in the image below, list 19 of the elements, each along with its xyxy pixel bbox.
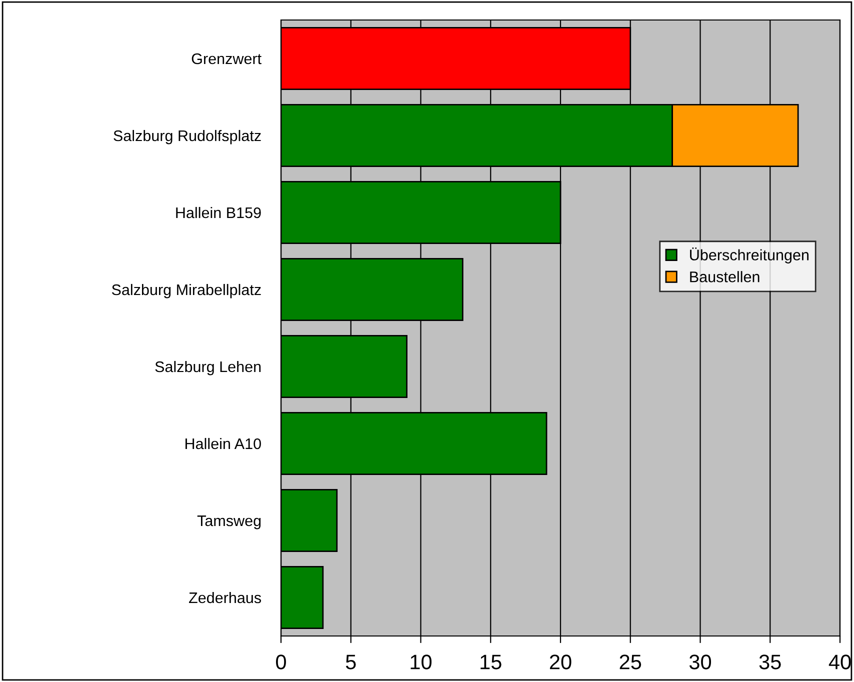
y-tick-label: Grenzwert (192, 53, 262, 64)
legend-label: Überschreitungen (690, 247, 808, 264)
x-tick-label: 5 (346, 654, 356, 670)
y-tick-label: Salzburg Rudolfsplatz (114, 130, 261, 144)
y-tick-label: Zederhaus (189, 592, 262, 604)
x-tick-label: 40 (828, 654, 851, 670)
x-tick-label: 15 (480, 654, 502, 670)
y-tick-label: Hallein B159 (176, 206, 261, 218)
y-tick-label: Salzburg Mirabellplatz (112, 284, 261, 298)
x-tick-label: 25 (620, 654, 642, 670)
legend-label: Baustellen (690, 271, 760, 282)
x-tick-label: 10 (410, 654, 432, 670)
y-tick-label: Hallein A10 (186, 438, 261, 450)
x-tick-label: 20 (550, 654, 572, 670)
x-tick-label: 0 (276, 654, 286, 670)
y-tick-label: Salzburg Lehen (155, 360, 261, 376)
x-tick-label: 35 (759, 654, 781, 670)
x-tick-label: 30 (689, 654, 712, 670)
y-tick-label: Tamsweg (197, 516, 261, 530)
